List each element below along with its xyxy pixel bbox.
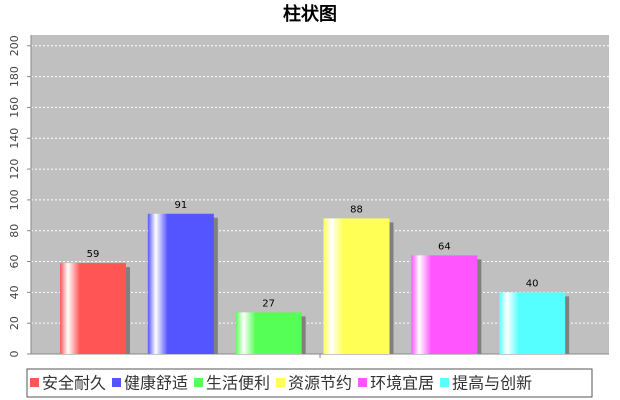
value-label: 59 [87,249,100,260]
legend-swatch [440,378,450,387]
y-tick-label: 160 [8,97,21,118]
y-tick-label: 100 [8,189,21,210]
value-label: 88 [350,204,363,215]
y-tick-label: 200 [8,35,21,56]
bar [323,218,390,354]
legend-label: 资源节约 [288,374,352,393]
y-tick-label: 180 [8,66,21,87]
y-tick-label: 60 [8,255,21,269]
y-tick-label: 140 [8,128,21,149]
bar [235,312,302,354]
bar [411,255,478,354]
legend-swatch [112,378,122,387]
legend-label: 提高与创新 [452,374,532,393]
y-tick-label: 0 [8,351,21,358]
legend-label: 环境宜居 [370,374,434,393]
legend-swatch [194,378,204,387]
value-label: 40 [526,278,539,289]
y-tick-label: 120 [8,159,21,180]
legend-swatch [30,378,39,387]
legend-swatch [276,378,286,387]
bar [147,213,214,354]
legend-label: 健康舒适 [124,374,188,393]
y-tick-label: 20 [8,316,21,330]
value-label: 27 [262,298,275,309]
y-tick-label: 80 [8,224,21,238]
value-label: 64 [438,241,451,252]
value-label: 91 [174,200,187,211]
legend-swatch [358,378,368,387]
legend [26,368,593,398]
legend-label: 生活便利 [206,374,270,393]
bar [499,292,566,354]
bar [60,263,126,354]
chart-title: 柱状图 [283,3,337,25]
y-tick-label: 40 [8,285,21,299]
legend-label: 安全耐久 [42,374,106,393]
